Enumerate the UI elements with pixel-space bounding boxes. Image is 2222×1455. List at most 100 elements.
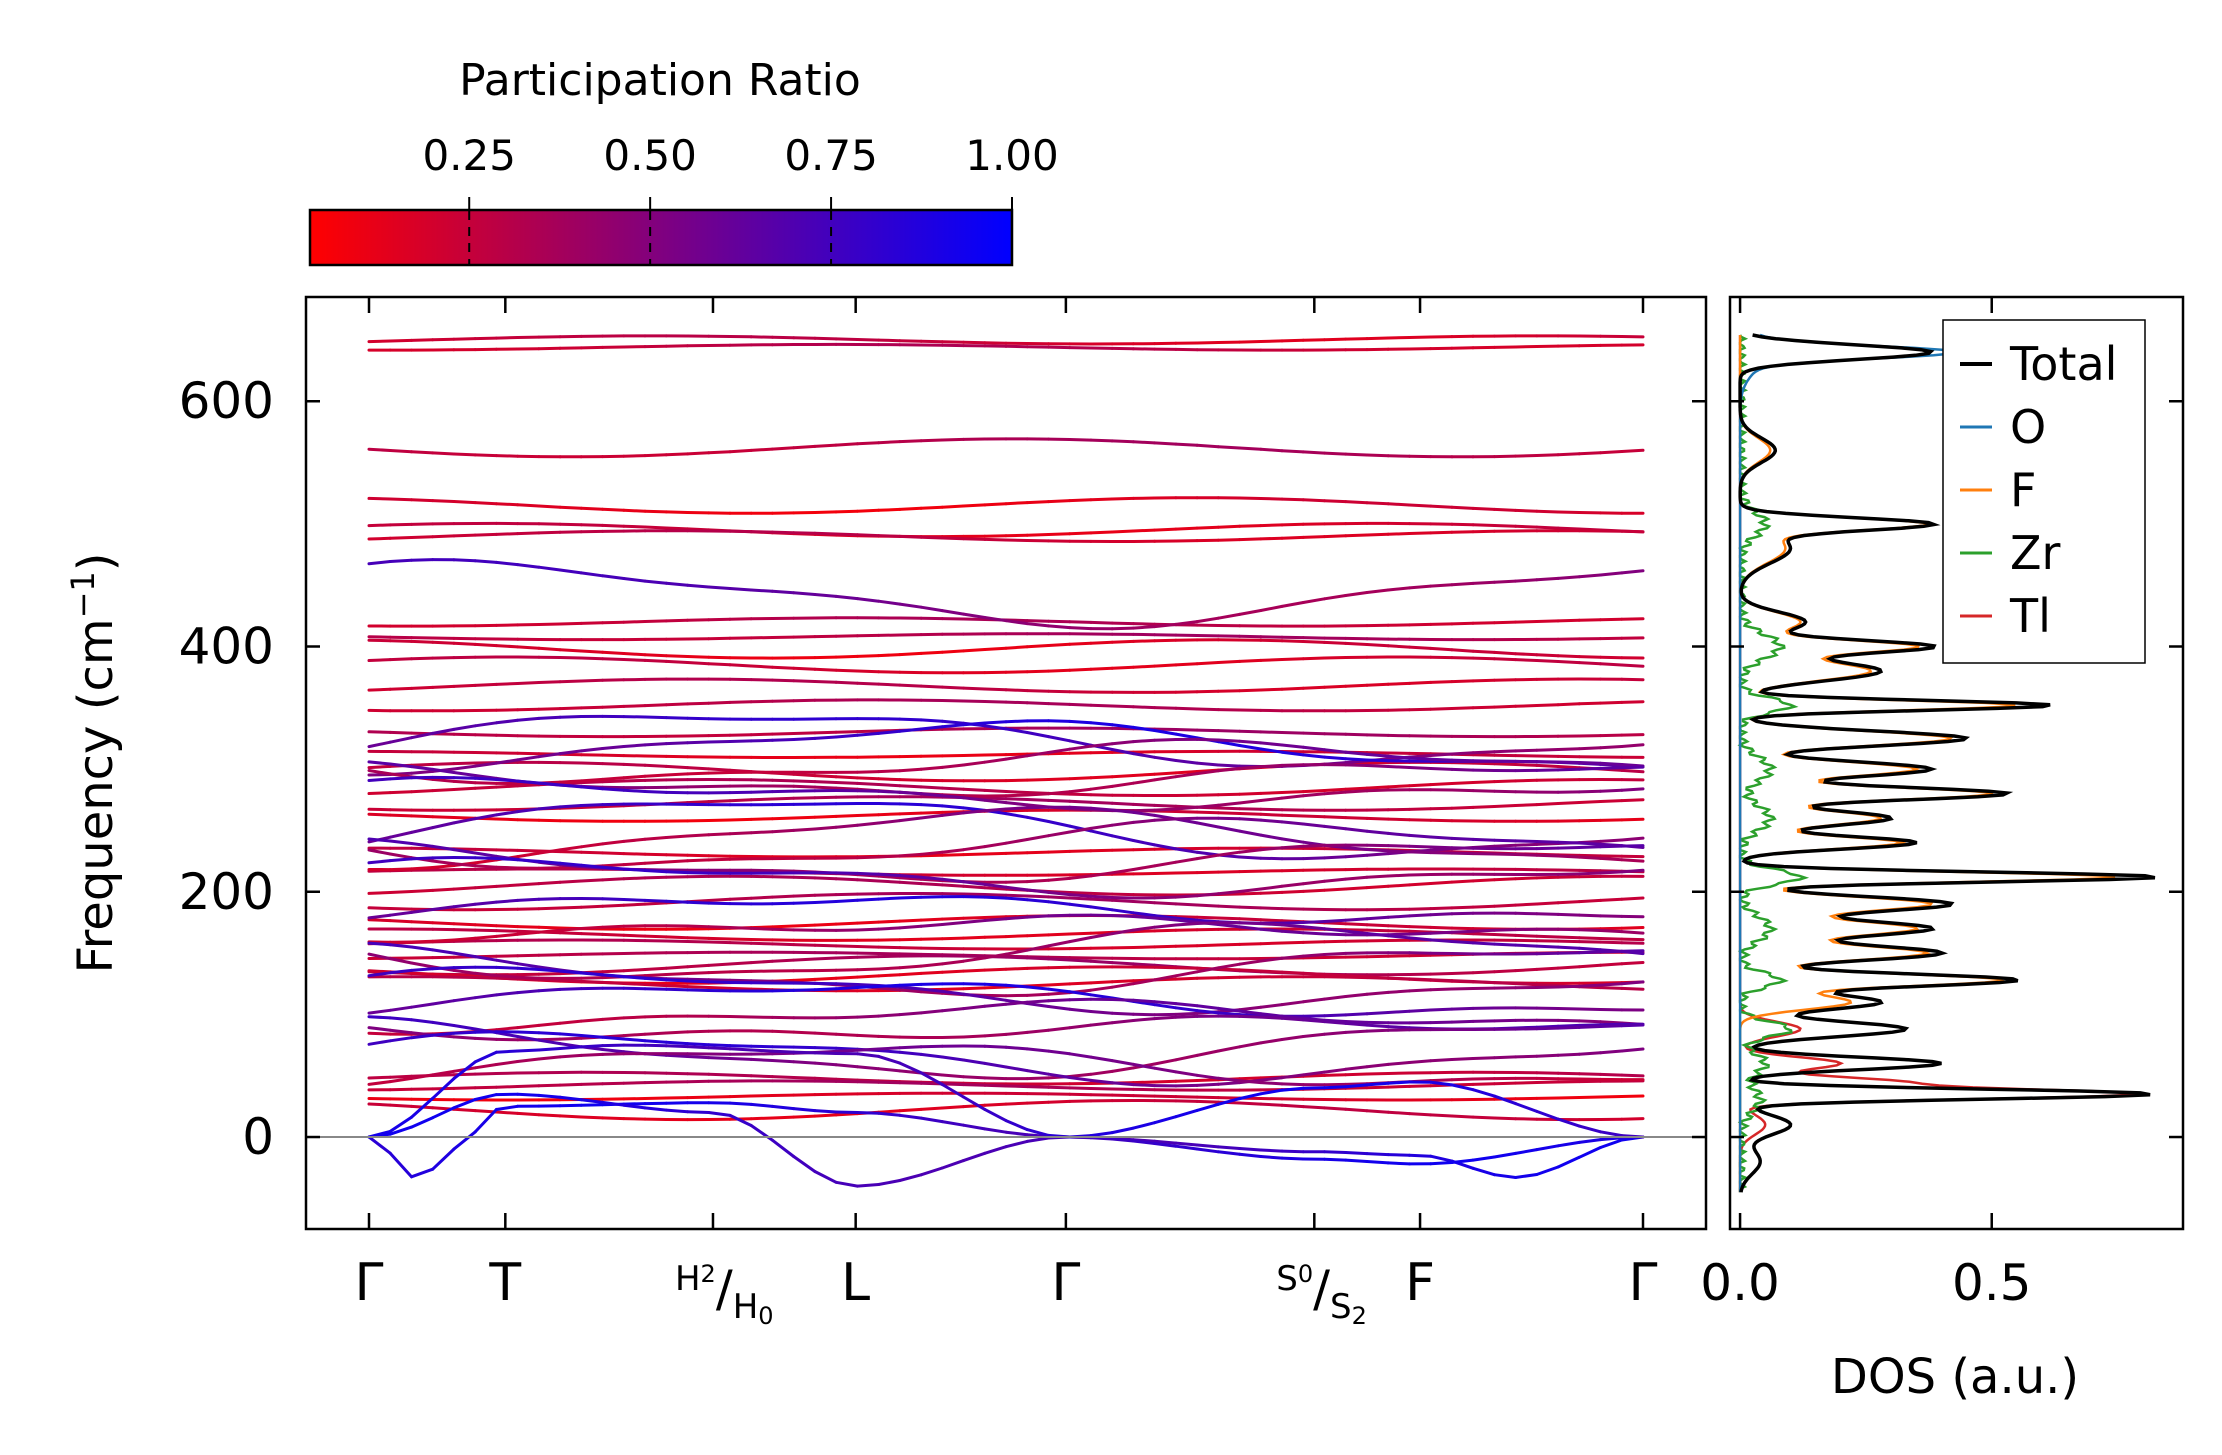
band-flat-segment [1599,655,1624,660]
band-flat-segment [1004,688,1029,693]
band-mixed-segment [1025,878,1050,884]
band-flat-segment [431,499,456,503]
band-mixed-segment [1153,1066,1178,1074]
band-flat-segment [1004,955,1029,960]
band-flat-segment [1238,791,1263,796]
band-flat-segment [1131,622,1157,626]
band-mixed-segment [410,961,435,969]
band-mixed-segment [1195,892,1220,898]
band-acoustic-3-segment [1089,1131,1114,1138]
band-flat-segment [1110,704,1135,709]
band-flat-segment [855,681,881,686]
band-flat-segment [940,340,965,344]
band-mixed-segment [1174,894,1199,899]
band-acoustic-2-segment [1195,1147,1220,1154]
band-mixed-segment [452,776,477,780]
band-flat-segment [601,932,626,937]
band-flat-segment [1577,661,1602,666]
band-flat-segment [855,776,881,781]
band-flat-segment [410,450,435,455]
band-mixed-segment [1386,873,1411,878]
band-mixed-segment [1429,938,1454,943]
band-flat-segment [1004,1084,1029,1089]
band-mixed-segment [1131,839,1157,847]
band-mixed-segment [494,718,520,725]
band-flat-segment [643,619,668,623]
band-flat-segment [1259,523,1284,528]
band-mixed-segment [1174,922,1199,927]
band-mixed-segment [579,777,605,783]
band-flat-segment [834,509,859,514]
band-flat-segment [1407,882,1433,887]
band-flat-segment [686,766,711,771]
band-mixed-segment [707,771,732,775]
band-mixed-segment [962,956,987,963]
band-mixed-segment [940,848,965,854]
kpoint-slash: / [1313,1260,1330,1318]
band-mixed-segment [1025,805,1050,810]
band-flat-segment [1365,453,1390,458]
colorbar: Participation Ratio 0.25 0.50 0.75 1.00 [308,55,1059,267]
band-flat-segment [749,778,774,782]
band-flat-segment [1365,1085,1390,1090]
band-flat-segment [834,668,859,673]
band-mixed-segment [855,789,881,793]
kpoint-label: S0/S2 [1276,1259,1367,1330]
band-flat-segment [1620,663,1645,668]
band-flat-segment [1153,663,1178,668]
band-mixed-segment [1323,855,1348,860]
band-mixed-segment [1259,833,1284,841]
band-mixed-segment [622,577,647,583]
band-acoustic-3-segment [494,1049,520,1054]
band-flat-segment [834,337,859,341]
band-flat-segment [473,785,498,790]
band-flat-segment [388,522,413,527]
band-flat-segment [1450,1114,1475,1119]
band-mixed-segment [1535,944,1560,949]
band-mixed-segment [1365,1062,1390,1069]
band-flat-segment [1599,818,1624,822]
band-flat-segment [494,817,520,822]
band-flat-segment [1089,848,1114,853]
band-mixed-segment [1047,735,1072,743]
band-mixed-segment [983,982,1008,987]
band-mixed-segment [1450,788,1475,793]
band-acoustic-2-segment [1386,1161,1411,1166]
band-flat-segment [367,969,392,974]
colorbar-gradient [308,208,1014,267]
band-flat-segment [1450,879,1475,884]
band-mixed-segment [686,979,711,984]
band-flat-segment [558,505,583,510]
band-flat-segment [1047,668,1072,673]
band-mixed-segment [537,968,562,973]
band-flat-segment [431,815,456,819]
band-flat-segment [1110,529,1135,534]
band-flat-segment [962,935,987,940]
kpoint-slash: / [716,1260,733,1318]
band-flat-segment [877,777,902,782]
band-mixed-segment [516,1030,541,1035]
band-mixed-segment [983,1061,1008,1069]
band-flat-segment [1004,538,1029,542]
band-mixed-segment [770,789,796,794]
band-mixed-segment [1556,945,1581,950]
colorbar-tick-label: 0.25 [422,131,516,180]
band-mixed-segment [1238,1079,1263,1085]
band-mixed-segment [686,833,711,838]
band-acoustic-2-segment [622,1103,647,1110]
band-flat-segment [1429,806,1454,811]
band-flat-segment [1174,1099,1199,1103]
band-flat-segment [1407,783,1433,788]
band-flat-segment [749,1116,774,1121]
band-flat-segment [940,536,965,541]
band-mixed-segment [1429,752,1454,757]
band-mixed-segment [1280,763,1305,767]
band-flat-segment [1577,701,1602,706]
band-flat-segment [410,498,435,503]
band-flat-segment [962,986,987,991]
band-flat-segment [707,818,732,822]
band-flat-segment [537,925,562,930]
legend-label-f: F [2010,463,2036,517]
band-mixed-segment [855,897,881,902]
band-mixed-segment [601,574,626,580]
